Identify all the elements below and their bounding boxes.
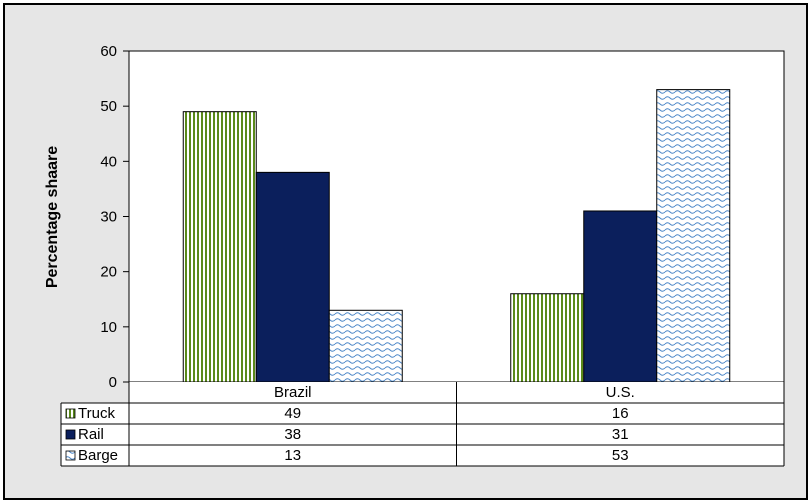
bar-barge-brazil	[328, 309, 403, 383]
legend-label-rail: Rail	[78, 426, 104, 443]
y-tick-label: 10	[100, 319, 117, 336]
y-tick-label: 40	[100, 153, 117, 170]
bar-rail-us	[583, 210, 658, 383]
category-label: U.S.	[606, 384, 635, 401]
y-tick-label: 0	[109, 374, 117, 391]
bar-truck-brazil	[182, 111, 257, 383]
bar-truck-us	[510, 293, 585, 383]
data-label: 38	[284, 426, 301, 443]
y-tick-label: 20	[100, 264, 117, 281]
bar-chart: 0 10 20 30 40 50 60 Percentage shaare Brazil U.…	[44, 43, 785, 467]
data-label: 31	[612, 426, 629, 443]
legend-label-barge: Barge	[78, 447, 118, 464]
data-label: 13	[284, 447, 301, 464]
data-label: 53	[612, 447, 629, 464]
chart-frame: 0 10 20 30 40 50 60 Percentage shaare Brazil U.…	[3, 3, 808, 500]
bar-barge-us	[656, 89, 731, 383]
bar-rail-brazil	[255, 171, 330, 383]
y-tick-label: 30	[100, 209, 117, 226]
y-tick-label: 60	[100, 43, 117, 60]
y-tick-label: 50	[100, 98, 117, 115]
bars	[182, 89, 731, 383]
data-table: Brazil U.S. Truck 49 16 Rail 38 31 Barge 13 53	[60, 382, 785, 467]
y-axis-title: Percentage shaare	[44, 146, 61, 288]
category-label: Brazil	[274, 384, 312, 401]
data-label: 49	[284, 405, 301, 422]
legend-key-rail	[65, 429, 76, 440]
legend-label-truck: Truck	[78, 405, 115, 422]
y-axis: 0 10 20 30 40 50 60	[100, 43, 129, 391]
legend-key-truck	[65, 408, 76, 419]
legend-key-barge	[65, 450, 76, 461]
data-label: 16	[612, 405, 629, 422]
